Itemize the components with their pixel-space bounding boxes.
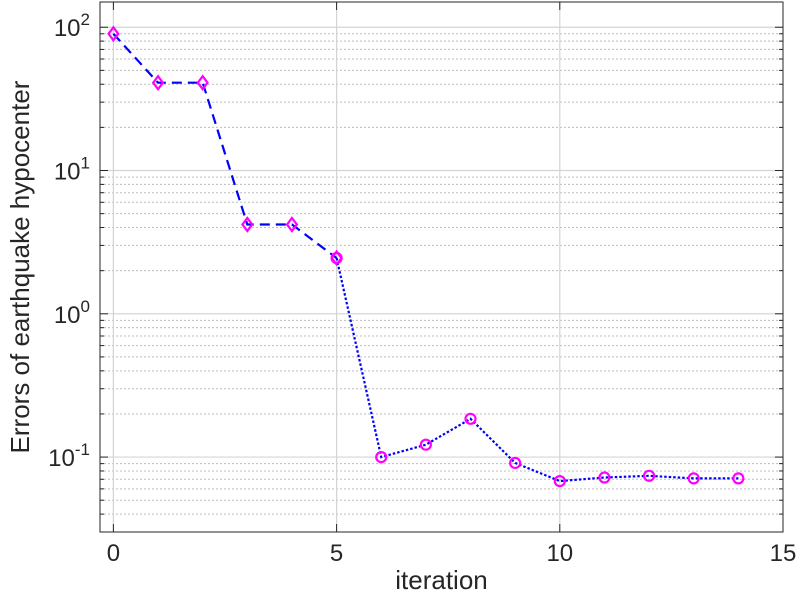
ticks-layer bbox=[100, 2, 784, 532]
series-1-point bbox=[330, 249, 343, 267]
x-tick-label: 10 bbox=[546, 540, 573, 567]
series-1-point bbox=[196, 74, 209, 92]
series-2-point bbox=[375, 450, 388, 464]
y-axis-label: Errors of earthquake hypocenter bbox=[5, 80, 35, 453]
series-2-point bbox=[330, 251, 343, 265]
series-2-point bbox=[598, 471, 611, 484]
y-tick-label: 102 bbox=[54, 10, 90, 42]
y-tick-label: 101 bbox=[54, 154, 90, 186]
series-2-point bbox=[553, 474, 566, 488]
series-2-point bbox=[732, 472, 745, 485]
x-tick-label: 0 bbox=[107, 540, 120, 567]
series-1-point bbox=[107, 25, 120, 43]
x-tick-label: 15 bbox=[770, 540, 797, 567]
series-2-point bbox=[687, 472, 700, 485]
series-1-point bbox=[285, 216, 299, 233]
tick-labels: 10-1 100 101 102 0 5 10 15 bbox=[48, 10, 796, 567]
y-tick-label: 100 bbox=[54, 297, 90, 329]
series-2-line bbox=[335, 257, 739, 483]
x-axis-label: iteration bbox=[395, 565, 488, 595]
series-layer bbox=[107, 25, 745, 488]
x-tick-label: 5 bbox=[330, 540, 343, 567]
series-2-point bbox=[509, 456, 522, 470]
axes-box bbox=[99, 1, 784, 533]
series-1-point bbox=[151, 74, 165, 92]
series-2-point bbox=[419, 438, 432, 451]
y-tick-label: 10-1 bbox=[48, 440, 90, 472]
series-1-point bbox=[241, 216, 254, 233]
series-2-point bbox=[464, 412, 477, 425]
series-2-point bbox=[642, 469, 656, 482]
grid-layer bbox=[100, 2, 783, 532]
series-1-line bbox=[112, 33, 338, 259]
